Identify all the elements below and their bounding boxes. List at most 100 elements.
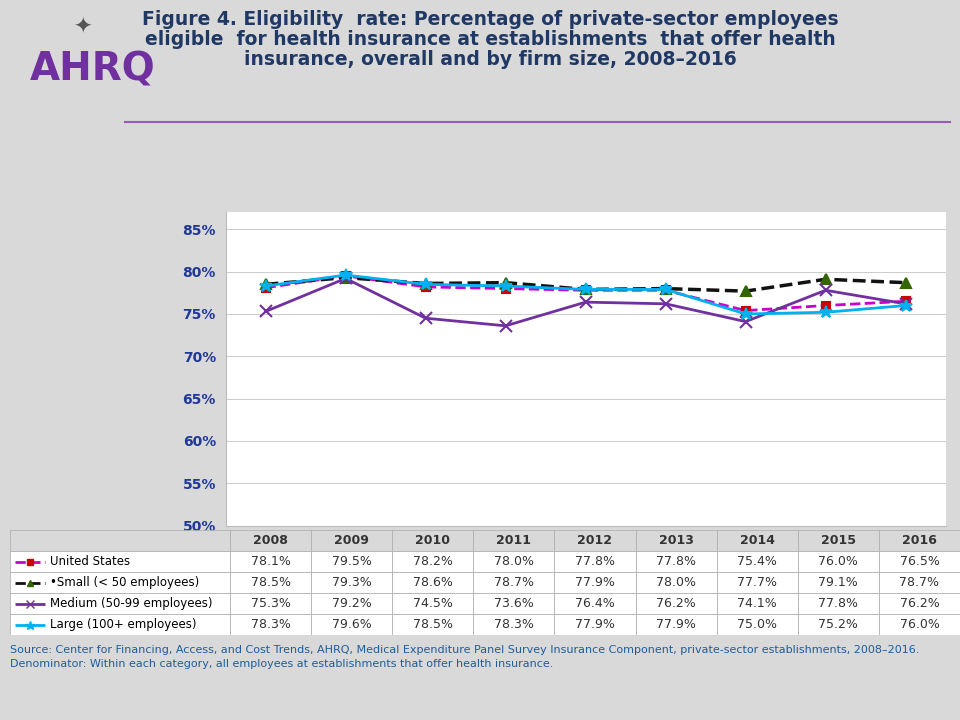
Text: 77.8%: 77.8% bbox=[818, 597, 858, 610]
FancyBboxPatch shape bbox=[879, 614, 960, 635]
FancyBboxPatch shape bbox=[393, 614, 473, 635]
Text: 76.0%: 76.0% bbox=[900, 618, 940, 631]
FancyBboxPatch shape bbox=[473, 614, 555, 635]
FancyBboxPatch shape bbox=[879, 593, 960, 614]
FancyBboxPatch shape bbox=[473, 593, 555, 614]
FancyBboxPatch shape bbox=[393, 530, 473, 551]
FancyBboxPatch shape bbox=[10, 551, 230, 572]
FancyBboxPatch shape bbox=[636, 572, 717, 593]
Text: 79.5%: 79.5% bbox=[332, 555, 372, 568]
Text: 78.2%: 78.2% bbox=[413, 555, 453, 568]
Text: 79.3%: 79.3% bbox=[332, 576, 372, 589]
Text: 75.2%: 75.2% bbox=[818, 618, 858, 631]
Text: AHRQ: AHRQ bbox=[30, 50, 156, 88]
FancyBboxPatch shape bbox=[10, 530, 230, 551]
Text: 75.3%: 75.3% bbox=[251, 597, 291, 610]
Text: Medium (50-99 employees): Medium (50-99 employees) bbox=[50, 597, 212, 610]
FancyBboxPatch shape bbox=[555, 572, 636, 593]
FancyBboxPatch shape bbox=[636, 551, 717, 572]
Text: 77.8%: 77.8% bbox=[656, 555, 696, 568]
Text: 77.7%: 77.7% bbox=[737, 576, 778, 589]
FancyBboxPatch shape bbox=[717, 551, 798, 572]
FancyBboxPatch shape bbox=[393, 551, 473, 572]
FancyBboxPatch shape bbox=[473, 551, 555, 572]
Text: 2013: 2013 bbox=[659, 534, 693, 547]
Text: 78.0%: 78.0% bbox=[493, 555, 534, 568]
Text: 2016: 2016 bbox=[902, 534, 937, 547]
FancyBboxPatch shape bbox=[230, 530, 311, 551]
FancyBboxPatch shape bbox=[311, 551, 393, 572]
Text: 76.0%: 76.0% bbox=[818, 555, 858, 568]
FancyBboxPatch shape bbox=[717, 572, 798, 593]
Text: 77.9%: 77.9% bbox=[575, 618, 615, 631]
Text: 2011: 2011 bbox=[496, 534, 532, 547]
FancyBboxPatch shape bbox=[230, 572, 311, 593]
FancyBboxPatch shape bbox=[230, 551, 311, 572]
Text: 78.0%: 78.0% bbox=[656, 576, 696, 589]
Text: Figure 4. Eligibility  rate: Percentage of private-sector employees: Figure 4. Eligibility rate: Percentage o… bbox=[142, 10, 838, 29]
Text: 79.6%: 79.6% bbox=[332, 618, 372, 631]
Text: 78.6%: 78.6% bbox=[413, 576, 453, 589]
Text: 78.3%: 78.3% bbox=[494, 618, 534, 631]
FancyBboxPatch shape bbox=[555, 530, 636, 551]
FancyBboxPatch shape bbox=[393, 593, 473, 614]
Text: 2009: 2009 bbox=[334, 534, 369, 547]
Text: 78.5%: 78.5% bbox=[251, 576, 291, 589]
Text: ✦: ✦ bbox=[73, 18, 91, 38]
FancyBboxPatch shape bbox=[230, 593, 311, 614]
Text: 2012: 2012 bbox=[578, 534, 612, 547]
Text: Large (100+ employees): Large (100+ employees) bbox=[50, 618, 197, 631]
Text: Source: Center for Financing, Access, and Cost Trends, AHRQ, Medical Expenditure: Source: Center for Financing, Access, an… bbox=[10, 645, 920, 669]
FancyBboxPatch shape bbox=[798, 530, 879, 551]
FancyBboxPatch shape bbox=[555, 593, 636, 614]
Text: 75.4%: 75.4% bbox=[737, 555, 778, 568]
FancyBboxPatch shape bbox=[311, 614, 393, 635]
Text: 76.4%: 76.4% bbox=[575, 597, 614, 610]
Text: •Small (< 50 employees): •Small (< 50 employees) bbox=[50, 576, 200, 589]
Text: 2014: 2014 bbox=[740, 534, 775, 547]
Text: 78.1%: 78.1% bbox=[251, 555, 291, 568]
FancyBboxPatch shape bbox=[10, 614, 230, 635]
Text: 77.9%: 77.9% bbox=[575, 576, 615, 589]
FancyBboxPatch shape bbox=[798, 593, 879, 614]
FancyBboxPatch shape bbox=[879, 551, 960, 572]
FancyBboxPatch shape bbox=[798, 614, 879, 635]
FancyBboxPatch shape bbox=[393, 572, 473, 593]
FancyBboxPatch shape bbox=[10, 593, 230, 614]
FancyBboxPatch shape bbox=[879, 530, 960, 551]
Text: 75.0%: 75.0% bbox=[737, 618, 778, 631]
FancyBboxPatch shape bbox=[311, 572, 393, 593]
Text: 76.5%: 76.5% bbox=[900, 555, 940, 568]
Text: 2010: 2010 bbox=[416, 534, 450, 547]
Text: 79.2%: 79.2% bbox=[332, 597, 372, 610]
FancyBboxPatch shape bbox=[555, 614, 636, 635]
Text: 77.9%: 77.9% bbox=[657, 618, 696, 631]
Text: 76.2%: 76.2% bbox=[900, 597, 939, 610]
FancyBboxPatch shape bbox=[311, 593, 393, 614]
FancyBboxPatch shape bbox=[717, 593, 798, 614]
FancyBboxPatch shape bbox=[798, 551, 879, 572]
FancyBboxPatch shape bbox=[636, 530, 717, 551]
Text: 2008: 2008 bbox=[253, 534, 288, 547]
FancyBboxPatch shape bbox=[473, 530, 555, 551]
Text: 78.7%: 78.7% bbox=[900, 576, 940, 589]
Text: 76.2%: 76.2% bbox=[657, 597, 696, 610]
FancyBboxPatch shape bbox=[10, 572, 230, 593]
Text: 74.1%: 74.1% bbox=[737, 597, 777, 610]
Text: 79.1%: 79.1% bbox=[819, 576, 858, 589]
Text: 78.7%: 78.7% bbox=[493, 576, 534, 589]
Text: 73.6%: 73.6% bbox=[494, 597, 534, 610]
FancyBboxPatch shape bbox=[798, 572, 879, 593]
FancyBboxPatch shape bbox=[636, 593, 717, 614]
Text: 78.5%: 78.5% bbox=[413, 618, 453, 631]
FancyBboxPatch shape bbox=[555, 551, 636, 572]
Text: 74.5%: 74.5% bbox=[413, 597, 453, 610]
FancyBboxPatch shape bbox=[717, 614, 798, 635]
Text: 78.3%: 78.3% bbox=[251, 618, 291, 631]
Text: 2015: 2015 bbox=[821, 534, 855, 547]
FancyBboxPatch shape bbox=[311, 530, 393, 551]
FancyBboxPatch shape bbox=[717, 530, 798, 551]
FancyBboxPatch shape bbox=[230, 614, 311, 635]
Text: insurance, overall and by firm size, 2008–2016: insurance, overall and by firm size, 200… bbox=[244, 50, 736, 69]
FancyBboxPatch shape bbox=[636, 614, 717, 635]
